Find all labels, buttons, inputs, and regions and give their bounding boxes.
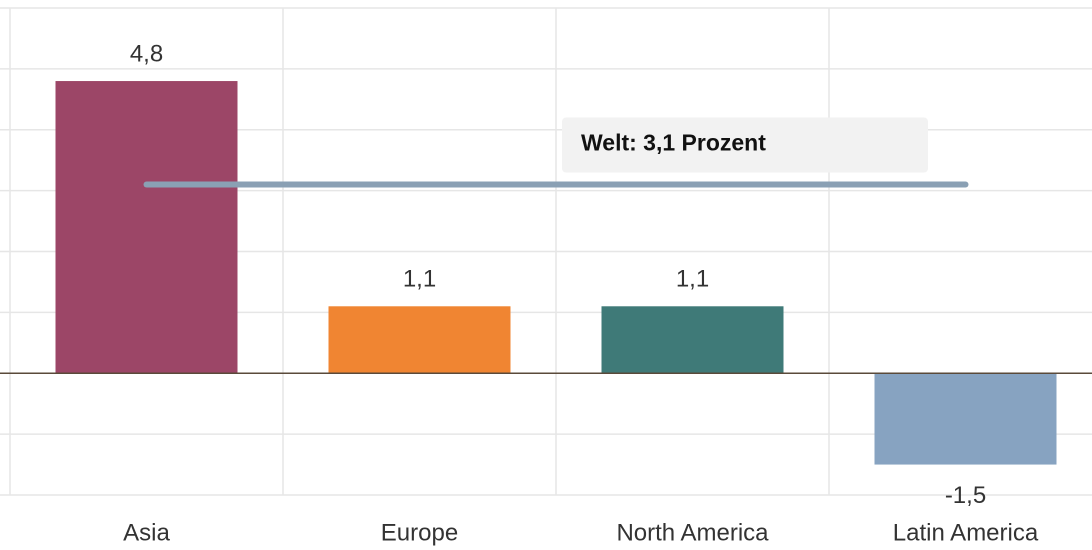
value-label: 1,1 <box>676 266 709 293</box>
x-tick-label: Europe <box>381 519 458 546</box>
value-label: -1,5 <box>945 482 986 509</box>
bar <box>55 81 238 374</box>
bar <box>874 373 1057 465</box>
x-tick-label: North America <box>616 519 769 546</box>
annotation: Welt: 3,1 Prozent <box>581 130 766 156</box>
annotation-box <box>562 117 928 173</box>
bar <box>601 306 784 374</box>
value-label: 4,8 <box>130 40 163 67</box>
x-tick-label: Latin America <box>893 519 1039 546</box>
x-tick-label: Asia <box>123 519 170 546</box>
value-label: 1,1 <box>403 266 436 293</box>
bar <box>328 306 511 374</box>
